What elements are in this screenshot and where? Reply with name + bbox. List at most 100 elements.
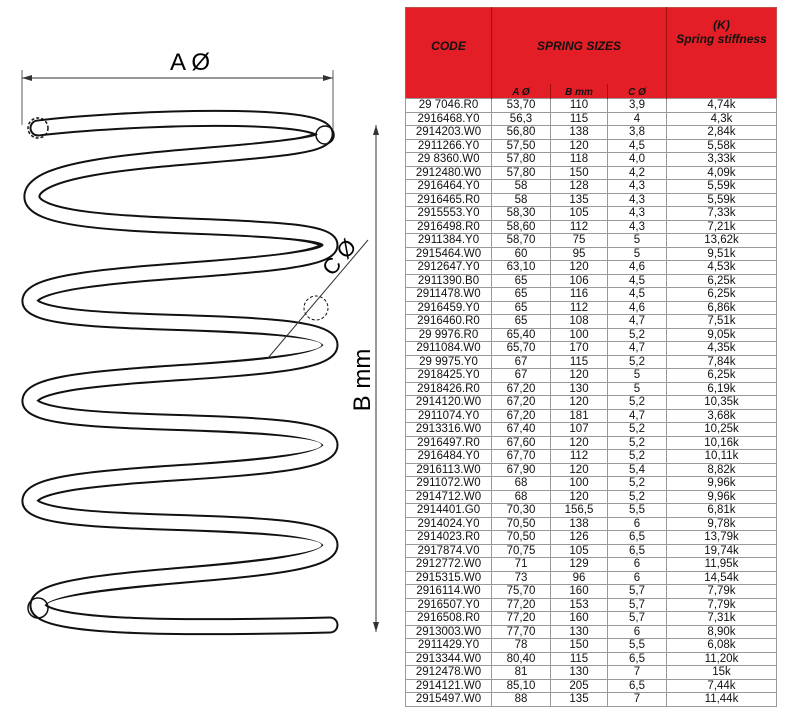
- cell-a: 70,50: [491, 516, 551, 531]
- cell-c: 4,7: [607, 408, 667, 423]
- cell-b: 115: [550, 651, 608, 666]
- cell-code: 2916498.R0: [405, 219, 492, 234]
- cell-b: 156,5: [550, 503, 608, 518]
- cell-b: 128: [550, 179, 608, 194]
- table-row: 2916460.R0 65 108 4,7 7,51k: [405, 314, 777, 329]
- cell-c: 5,5: [607, 638, 667, 653]
- cell-code: 2916113.W0: [405, 462, 492, 477]
- table-row: 2916114.W0 75,70 160 5,7 7,79k: [405, 584, 777, 599]
- cell-c: 5,5: [607, 503, 667, 518]
- cell-b: 108: [550, 314, 608, 329]
- cell-code: 2914120.W0: [405, 395, 492, 410]
- cell-a: 70,75: [491, 543, 551, 558]
- cell-code: 2916468.Y0: [405, 111, 492, 126]
- cell-b: 120: [550, 489, 608, 504]
- cell-c: 4,6: [607, 300, 667, 315]
- header-code-spacer: [405, 84, 492, 99]
- cell-code: 2917874.V0: [405, 543, 492, 558]
- cell-c: 5: [607, 246, 667, 261]
- cell-a: 77,20: [491, 597, 551, 612]
- cell-b: 153: [550, 597, 608, 612]
- cell-c: 6: [607, 570, 667, 585]
- cell-b: 130: [550, 665, 608, 680]
- cell-stiffness: 7,51k: [666, 314, 777, 329]
- cell-a: 77,20: [491, 611, 551, 626]
- table-row: 2912772.W0 71 129 6 11,95k: [405, 557, 777, 572]
- cell-c: 5,2: [607, 327, 667, 342]
- cell-a: 67,20: [491, 408, 551, 423]
- cell-stiffness: 10,35k: [666, 395, 777, 410]
- cell-a: 85,10: [491, 678, 551, 693]
- cell-c: 6: [607, 624, 667, 639]
- cell-c: 5: [607, 368, 667, 383]
- cell-a: 68: [491, 476, 551, 491]
- cell-c: 5,4: [607, 462, 667, 477]
- header-k-symbol: (K): [713, 18, 730, 32]
- table-row: 2916459.Y0 65 112 4,6 6,86k: [405, 300, 777, 315]
- cell-code: 2912480.W0: [405, 165, 492, 180]
- table-row: 2913316.W0 67,40 107 5,2 10,25k: [405, 422, 777, 437]
- cell-stiffness: 10,11k: [666, 449, 777, 464]
- cell-c: 4: [607, 111, 667, 126]
- cell-code: 2916459.Y0: [405, 300, 492, 315]
- cell-c: 6,5: [607, 543, 667, 558]
- cell-stiffness: 9,78k: [666, 516, 777, 531]
- cell-a: 77,70: [491, 624, 551, 639]
- cell-a: 53,70: [491, 98, 551, 113]
- table-body: 29 7046.R0 53,70 110 3,9 4,74k 2916468.Y0 56,3…: [405, 98, 777, 707]
- cell-stiffness: 10,16k: [666, 435, 777, 450]
- cell-code: 2916497.R0: [405, 435, 492, 450]
- cell-code: 2911429.Y0: [405, 638, 492, 653]
- cell-b: 138: [550, 516, 608, 531]
- table-row: 2916468.Y0 56,3 115 4 4,3k: [405, 111, 777, 126]
- cell-b: 130: [550, 624, 608, 639]
- cell-stiffness: 11,44k: [666, 692, 777, 707]
- cell-a: 58,30: [491, 206, 551, 221]
- cell-stiffness: 9,51k: [666, 246, 777, 261]
- cell-stiffness: 5,59k: [666, 179, 777, 194]
- cell-code: 2916464.Y0: [405, 179, 492, 194]
- cell-code: 29 7046.R0: [405, 98, 492, 113]
- cell-stiffness: 9,96k: [666, 476, 777, 491]
- cell-b: 115: [550, 354, 608, 369]
- cell-code: 2911074.Y0: [405, 408, 492, 423]
- header-code: CODE: [405, 7, 492, 84]
- header-a: A Ø: [491, 84, 551, 99]
- cell-stiffness: 9,96k: [666, 489, 777, 504]
- cell-code: 2915464.W0: [405, 246, 492, 261]
- cell-a: 78: [491, 638, 551, 653]
- cell-code: 29 9975.Y0: [405, 354, 492, 369]
- cell-c: 3,9: [607, 98, 667, 113]
- cell-code: 29 8360.W0: [405, 152, 492, 167]
- cell-c: 5,2: [607, 435, 667, 450]
- cell-stiffness: 7,84k: [666, 354, 777, 369]
- cell-c: 4,3: [607, 219, 667, 234]
- table-row: 2917874.V0 70,75 105 6,5 19,74k: [405, 543, 777, 558]
- cell-b: 130: [550, 381, 608, 396]
- table-row: 2912647.Y0 63,10 120 4,6 4,53k: [405, 260, 777, 275]
- cell-code: 2916484.Y0: [405, 449, 492, 464]
- table-row: 2915553.Y0 58,30 105 4,3 7,33k: [405, 206, 777, 221]
- cell-b: 120: [550, 435, 608, 450]
- header-b: B mm: [550, 84, 608, 99]
- cell-b: 160: [550, 611, 608, 626]
- cell-a: 63,10: [491, 260, 551, 275]
- cell-code: 2918425.Y0: [405, 368, 492, 383]
- header-spring-sizes: SPRING SIZES: [491, 7, 667, 84]
- cell-code: 2913003.W0: [405, 624, 492, 639]
- table-row: 2914023.R0 70,50 126 6,5 13,79k: [405, 530, 777, 545]
- table-row: 2915464.W0 60 95 5 9,51k: [405, 246, 777, 261]
- cell-a: 65: [491, 300, 551, 315]
- cell-a: 58: [491, 179, 551, 194]
- table-row: 2916464.Y0 58 128 4,3 5,59k: [405, 179, 777, 194]
- cell-c: 4,3: [607, 192, 667, 207]
- cell-stiffness: 19,74k: [666, 543, 777, 558]
- cell-stiffness: 6,25k: [666, 287, 777, 302]
- cell-a: 67,90: [491, 462, 551, 477]
- cell-code: 2918426.R0: [405, 381, 492, 396]
- cell-stiffness: 3,33k: [666, 152, 777, 167]
- cell-a: 56,80: [491, 125, 551, 140]
- label-b: B mm: [349, 349, 376, 412]
- cell-a: 65,70: [491, 341, 551, 356]
- cell-b: 100: [550, 476, 608, 491]
